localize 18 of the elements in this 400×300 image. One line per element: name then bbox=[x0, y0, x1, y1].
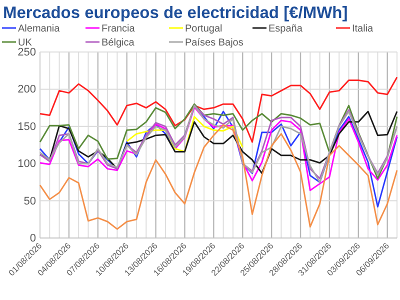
legend-label: Bélgica bbox=[102, 38, 135, 48]
legend-label: Italia bbox=[352, 24, 374, 34]
y-tick-label: 250 bbox=[18, 46, 36, 59]
legend-label: Países Bajos bbox=[185, 38, 244, 48]
legend-label: Alemania bbox=[18, 24, 60, 34]
legend-label: España bbox=[268, 24, 303, 34]
y-tick-label: 0 bbox=[30, 232, 36, 245]
legend-label: Francia bbox=[102, 24, 136, 34]
y-tick-label: 50 bbox=[24, 195, 36, 208]
y-tick-label: 150 bbox=[18, 120, 36, 133]
line-series bbox=[39, 124, 398, 230]
legend-label: UK bbox=[18, 38, 32, 48]
y-tick-label: 100 bbox=[18, 158, 36, 170]
y-tick-label: 200 bbox=[18, 84, 36, 96]
line-series bbox=[126, 116, 244, 152]
chart-title: Mercados europeos de electricidad [€/MWh] bbox=[3, 4, 348, 22]
legend-label: Portugal bbox=[185, 24, 222, 34]
line-series bbox=[39, 76, 398, 143]
